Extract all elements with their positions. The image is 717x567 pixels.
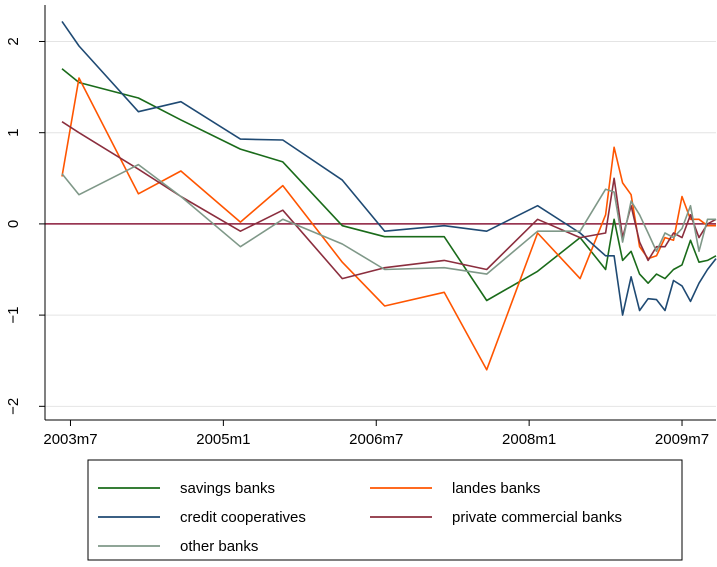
series-line (61, 121, 717, 280)
legend-label: savings banks (180, 480, 275, 497)
x-tick-label: 2005m1 (196, 431, 250, 448)
x-tick-label: 2009m7 (655, 431, 709, 448)
y-tick-label: −2 (5, 398, 22, 415)
legend-label: landes banks (452, 480, 540, 497)
legend-label: credit cooperatives (180, 509, 306, 526)
series-line (61, 20, 717, 316)
y-tick-label: −1 (5, 307, 22, 324)
series-line (61, 68, 717, 302)
x-tick-label: 2003m7 (43, 431, 97, 448)
legend-box (87, 459, 683, 561)
y-tick-label: 0 (5, 220, 22, 228)
y-tick-label: 2 (5, 37, 22, 45)
y-tick-label: 1 (5, 129, 22, 137)
series-line (61, 163, 716, 275)
series-line (61, 77, 716, 371)
legend-label: other banks (180, 538, 258, 555)
x-tick-label: 2008m1 (502, 431, 556, 448)
x-tick-label: 2006m7 (349, 431, 403, 448)
legend-label: private commercial banks (452, 509, 622, 526)
